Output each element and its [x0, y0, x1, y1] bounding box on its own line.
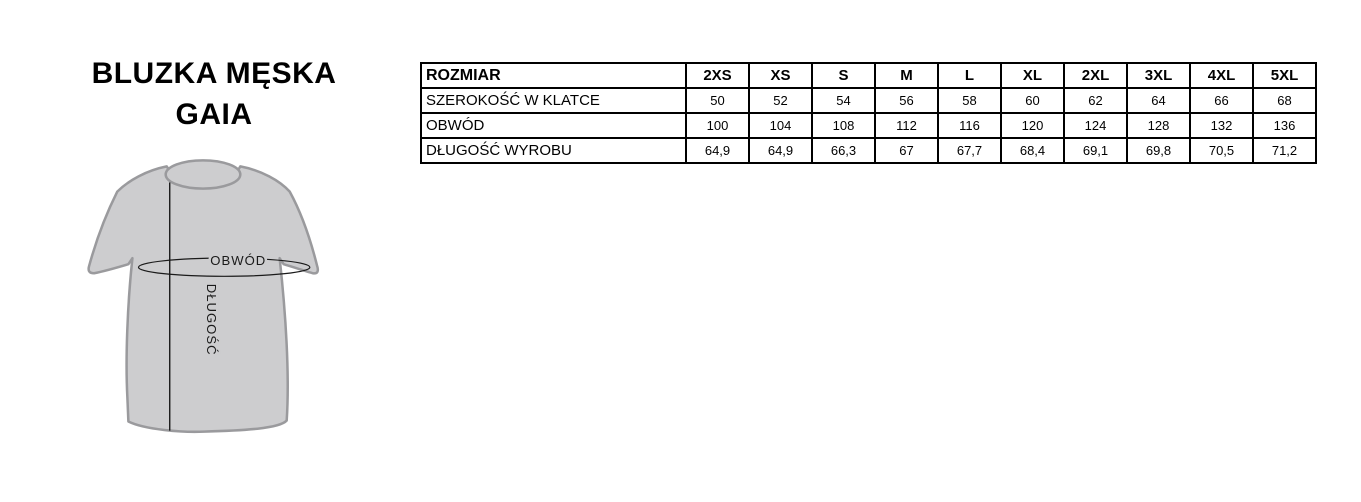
- table-row: DŁUGOŚĆ WYROBU 64,9 64,9 66,3 67 67,7 68,4 69,1…: [420, 137, 1317, 164]
- size-header-4xl: 4XL: [1189, 62, 1254, 89]
- value-cell: 132: [1189, 112, 1254, 139]
- value-cell: 104: [748, 112, 813, 139]
- value-cell: 69,1: [1063, 137, 1128, 164]
- tshirt-diagram-svg: OBWÓD DŁUGOŚĆ: [87, 159, 320, 434]
- value-cell: 128: [1126, 112, 1191, 139]
- tshirt-body-shape: [87, 165, 320, 434]
- value-cell: 112: [874, 112, 939, 139]
- table-row: OBWÓD 100 104 108 112 116 120 124 128 132 136: [420, 112, 1317, 139]
- size-header-3xl: 3XL: [1126, 62, 1191, 89]
- value-cell: 124: [1063, 112, 1128, 139]
- circumference-label: OBWÓD: [210, 253, 266, 268]
- value-cell: 64: [1126, 87, 1191, 114]
- value-cell: 68,4: [1000, 137, 1065, 164]
- circumference-measure-line: [137, 257, 311, 277]
- size-header-2xs: 2XS: [685, 62, 750, 89]
- value-cell: 68: [1252, 87, 1317, 114]
- size-header-l: L: [937, 62, 1002, 89]
- row-label: SZEROKOŚĆ W KLATCE: [420, 87, 687, 114]
- value-cell: 70,5: [1189, 137, 1254, 164]
- value-cell: 67,7: [937, 137, 1002, 164]
- table-row: SZEROKOŚĆ W KLATCE 50 52 54 56 58 60 62 64 66 68: [420, 87, 1317, 114]
- size-header-xs: XS: [748, 62, 813, 89]
- value-cell: 120: [1000, 112, 1065, 139]
- value-cell: 64,9: [685, 137, 750, 164]
- tshirt-collar: [164, 159, 242, 190]
- size-table-corner-cell: ROZMIAR: [420, 62, 687, 89]
- value-cell: 116: [937, 112, 1002, 139]
- size-header-xl: XL: [1000, 62, 1065, 89]
- size-table-container: ROZMIAR 2XS XS S M L XL 2XL 3XL 4XL 5XL SZEROKOŚĆ…: [420, 62, 1317, 164]
- product-title-line1: BLUZKA MĘSKA: [91, 57, 337, 90]
- value-cell: 64,9: [748, 137, 813, 164]
- value-cell: 66: [1189, 87, 1254, 114]
- value-cell: 50: [685, 87, 750, 114]
- value-cell: 67: [874, 137, 939, 164]
- length-label: DŁUGOŚĆ: [204, 284, 219, 356]
- value-cell: 100: [685, 112, 750, 139]
- size-table-body: SZEROKOŚĆ W KLATCE 50 52 54 56 58 60 62 64 66 68 OB…: [420, 87, 1317, 164]
- size-table-header-row: ROZMIAR 2XS XS S M L XL 2XL 3XL 4XL 5XL: [420, 62, 1317, 89]
- value-cell: 60: [1000, 87, 1065, 114]
- size-header-5xl: 5XL: [1252, 62, 1317, 89]
- value-cell: 56: [874, 87, 939, 114]
- value-cell: 54: [811, 87, 876, 114]
- value-cell: 66,3: [811, 137, 876, 164]
- value-cell: 58: [937, 87, 1002, 114]
- value-cell: 71,2: [1252, 137, 1317, 164]
- tshirt-measurement-diagram: OBWÓD DŁUGOŚĆ: [82, 152, 324, 447]
- page-title: BLUZKA MĘSKA GAIA: [58, 53, 370, 135]
- size-header-s: S: [811, 62, 876, 89]
- value-cell: 136: [1252, 112, 1317, 139]
- row-label: OBWÓD: [420, 112, 687, 139]
- size-header-2xl: 2XL: [1063, 62, 1128, 89]
- value-cell: 108: [811, 112, 876, 139]
- value-cell: 52: [748, 87, 813, 114]
- row-label: DŁUGOŚĆ WYROBU: [420, 137, 687, 164]
- value-cell: 69,8: [1126, 137, 1191, 164]
- value-cell: 62: [1063, 87, 1128, 114]
- size-header-m: M: [874, 62, 939, 89]
- size-table: ROZMIAR 2XS XS S M L XL 2XL 3XL 4XL 5XL SZEROKOŚĆ…: [420, 62, 1317, 164]
- product-title-line2: GAIA: [175, 98, 253, 131]
